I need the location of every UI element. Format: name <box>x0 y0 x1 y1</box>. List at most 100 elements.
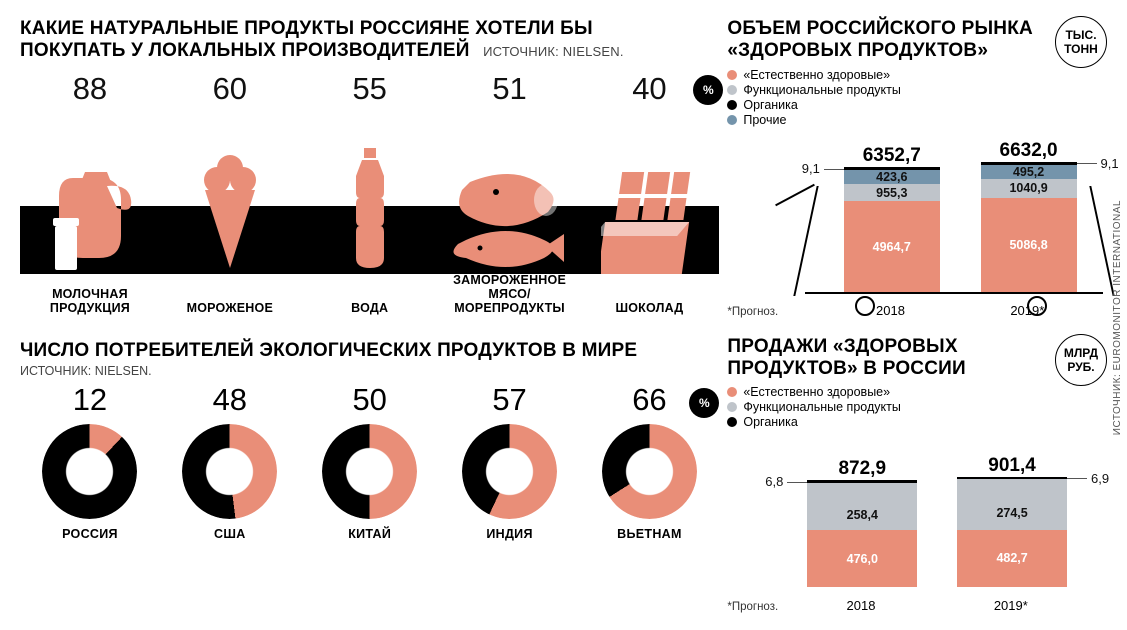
bar-segment: 495,2 <box>981 165 1077 179</box>
bar-callout: 6,9 <box>1091 471 1109 486</box>
bar-total: 6352,7 <box>844 145 940 167</box>
sales-title-l2: ПРОДУКТОВ» В РОССИИ <box>727 358 966 379</box>
bar-segment <box>957 479 1067 496</box>
donut-value: 12 <box>20 382 160 418</box>
legend-swatch-icon <box>727 402 737 412</box>
bar-segment: 423,6 <box>844 170 940 184</box>
bar-segment <box>807 483 917 500</box>
legend-label: Прочие <box>743 113 786 127</box>
bar-callout: 9,1 <box>1101 156 1119 171</box>
cart-rail-icon <box>805 292 1103 294</box>
product-value: 60 <box>160 71 300 107</box>
x-label: 2018 <box>876 303 905 318</box>
donut-label: КИТАЙ <box>300 527 440 541</box>
tl-title-line2: ПОКУПАТЬ У ЛОКАЛЬНЫХ ПРОИЗВОДИТЕЛЕЙ <box>20 40 470 61</box>
bar-segment: 4964,7 <box>844 201 940 291</box>
product-label: ВОДА <box>300 301 440 315</box>
volume-note: *Прогноз. <box>727 306 778 318</box>
x-label: 2019* <box>994 598 1028 613</box>
legend-swatch-icon <box>727 100 737 110</box>
bar-segment: 955,3 <box>844 184 940 201</box>
product-label: МОЛОЧНАЯПРОДУКЦИЯ <box>20 287 160 316</box>
product-label: ШОКОЛАД <box>580 301 720 315</box>
product-label: МОРОЖЕНОЕ <box>160 301 300 315</box>
legend-label: «Естественно здоровые» <box>743 68 890 82</box>
stacked-bar: 6352,79,1423,6955,34964,7 <box>844 167 940 292</box>
volume-unit-l1: ТЫС. <box>1065 28 1096 42</box>
tl-source: ИСТОЧНИК: NIELSEN. <box>483 44 624 59</box>
product-col: 40 ШОКОЛАД <box>580 71 720 316</box>
product-col: 60 МОРОЖЕНОЕ <box>160 71 300 316</box>
tl-title-line1: КАКИЕ НАТУРАЛЬНЫЕ ПРОДУКТЫ РОССИЯНЕ ХОТЕ… <box>20 18 593 39</box>
x-label: 2019* <box>1010 303 1044 318</box>
donut-value: 50 <box>300 382 440 418</box>
legend-swatch-icon <box>727 417 737 427</box>
volume-header: ОБЪЕМ РОССИЙСКОГО РЫНКА «ЗДОРОВЫХ ПРОДУК… <box>727 18 1107 62</box>
product-bar-row: % 88 МОЛОЧНАЯПРОДУКЦИЯ 60 МОРОЖЕНОЕ 55 В… <box>20 71 719 316</box>
product-value: 55 <box>300 71 440 107</box>
bl-title: ЧИСЛО ПОТРЕБИТЕЛЕЙ ЭКОЛОГИЧЕСКИХ ПРОДУКТ… <box>20 340 719 362</box>
donut-icon <box>322 424 417 519</box>
bar-segment: 1040,9 <box>981 179 1077 198</box>
donut-col: 12 РОССИЯ <box>20 382 160 541</box>
legend-swatch-icon <box>727 387 737 397</box>
sales-unit-l2: РУБ. <box>1067 360 1094 374</box>
donut-col: 48 США <box>160 382 300 541</box>
donut-label: РОССИЯ <box>20 527 160 541</box>
bar-total: 6632,0 <box>981 140 1077 162</box>
sales-legend: «Естественно здоровые»Функциональные про… <box>727 385 1107 429</box>
legend-label: Функциональные продукты <box>743 400 900 414</box>
volume-title-l1: ОБЪЕМ РОССИЙСКОГО РЫНКА <box>727 18 1033 39</box>
bar-total: 872,9 <box>807 458 917 480</box>
x-label: 2018 <box>847 598 876 613</box>
donut-icon <box>42 424 137 519</box>
donut-row: % 12 РОССИЯ 48 США 50 КИТАЙ 57 ИНДИЯ 66 … <box>20 382 719 541</box>
icecream-icon <box>160 154 300 274</box>
bar-segment: 5086,8 <box>981 198 1077 292</box>
bar-segment: 476,0 <box>807 530 917 587</box>
bar-callout: 9,1 <box>802 161 820 176</box>
bl-source: ИСТОЧНИК: NIELSEN. <box>20 364 719 378</box>
donut-label: США <box>160 527 300 541</box>
legend-label: «Естественно здоровые» <box>743 385 890 399</box>
donut-value: 48 <box>160 382 300 418</box>
legend-swatch-icon <box>727 115 737 125</box>
legend-item: Функциональные продукты <box>727 400 1107 414</box>
legend-item: «Естественно здоровые» <box>727 385 1107 399</box>
chocolate-icon <box>580 154 720 274</box>
right-source: ИСТОЧНИК: EUROMONITOR INTERNATIONAL <box>1112 200 1123 435</box>
legend-swatch-icon <box>727 70 737 80</box>
donut-icon <box>182 424 277 519</box>
sales-note: *Прогноз. <box>727 601 778 613</box>
percent-badge-2: % <box>689 388 719 418</box>
bar-callout: 6,8 <box>765 474 783 489</box>
product-col: 88 МОЛОЧНАЯПРОДУКЦИЯ <box>20 71 160 316</box>
sales-unit-l1: МЛРД <box>1064 346 1098 360</box>
volume-unit-badge: ТЫС. ТОНН <box>1055 16 1107 68</box>
donut-col: 57 ИНДИЯ <box>440 382 580 541</box>
donut-col: 50 КИТАЙ <box>300 382 440 541</box>
water-icon <box>300 154 440 274</box>
bar-segment: 258,4 <box>807 500 917 531</box>
legend-label: Органика <box>743 98 798 112</box>
stacked-bar: 6632,09,1495,21040,95086,8 <box>981 162 1077 292</box>
volume-unit-l2: ТОНН <box>1064 42 1098 56</box>
cart-handle-icon <box>775 183 815 205</box>
bar-segment: 482,7 <box>957 530 1067 588</box>
volume-chart: 6352,79,1423,6955,34964,76632,09,1495,21… <box>727 128 1107 318</box>
bar-segment: 274,5 <box>957 497 1067 530</box>
stacked-bar: 872,96,8258,4476,0 <box>807 480 917 587</box>
donut-value: 57 <box>440 382 580 418</box>
product-value: 88 <box>20 71 160 107</box>
product-label: ЗАМОРОЖЕННОЕ МЯСО/МОРЕПРОДУКТЫ <box>440 273 580 316</box>
volume-title-l2: «ЗДОРОВЫХ ПРОДУКТОВ» <box>727 40 988 61</box>
donut-label: ВЬЕТНАМ <box>580 527 720 541</box>
legend-swatch-icon <box>727 85 737 95</box>
bar-total: 901,4 <box>957 455 1067 477</box>
sales-title-l1: ПРОДАЖИ «ЗДОРОВЫХ <box>727 336 957 357</box>
donut-label: ИНДИЯ <box>440 527 580 541</box>
legend-item: Органика <box>727 415 1107 429</box>
sales-unit-badge: МЛРД РУБ. <box>1055 334 1107 386</box>
legend-label: Функциональные продукты <box>743 83 900 97</box>
sales-chart: 872,96,8258,4476,0901,46,9274,5482,7 201… <box>727 433 1107 613</box>
